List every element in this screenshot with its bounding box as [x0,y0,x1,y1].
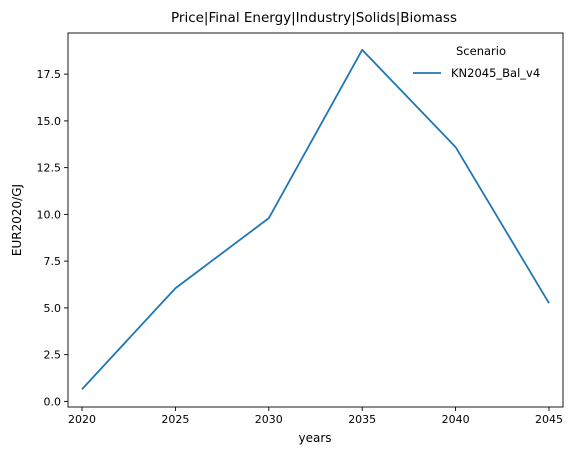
x-axis: 2020 2025 2030 2035 2040 2045 [68,407,563,426]
series-line-0 [81,48,550,390]
y-tick-label-3: 7.5 [44,255,62,268]
x-tick-label-2045: 2045 [535,413,563,426]
y-tick-label-2: 5.0 [44,302,62,315]
y-tick-label-7: 17.5 [37,68,62,81]
plot-frame [67,32,564,408]
series-lines [81,48,550,390]
y-tick-label-0: 0.0 [44,395,62,408]
legend-label-kn2045-bal-v4: KN2045_Bal_v4 [451,66,540,80]
x-tick-label-2030: 2030 [255,413,283,426]
x-tick-label-2025: 2025 [161,413,189,426]
y-axis-title: EUR2020/GJ [10,184,24,256]
x-tick-label-2020: 2020 [68,413,96,426]
y-axis: 0.0 2.5 5.0 7.5 10.0 12.5 15.0 17.5 [37,68,68,408]
y-tick-label-4: 10.0 [37,208,62,221]
x-axis-title: years [298,431,331,445]
chart-title: Price|Final Energy|Industry|Solids|Bioma… [171,10,457,26]
y-tick-label-6: 15.0 [37,115,62,128]
y-tick-label-5: 12.5 [37,162,62,175]
legend-title: Scenario [456,44,506,58]
y-tick-label-1: 2.5 [44,349,62,362]
x-tick-label-2035: 2035 [348,413,376,426]
x-tick-label-2040: 2040 [442,413,470,426]
legend: Scenario KN2045_Bal_v4 [413,44,540,80]
